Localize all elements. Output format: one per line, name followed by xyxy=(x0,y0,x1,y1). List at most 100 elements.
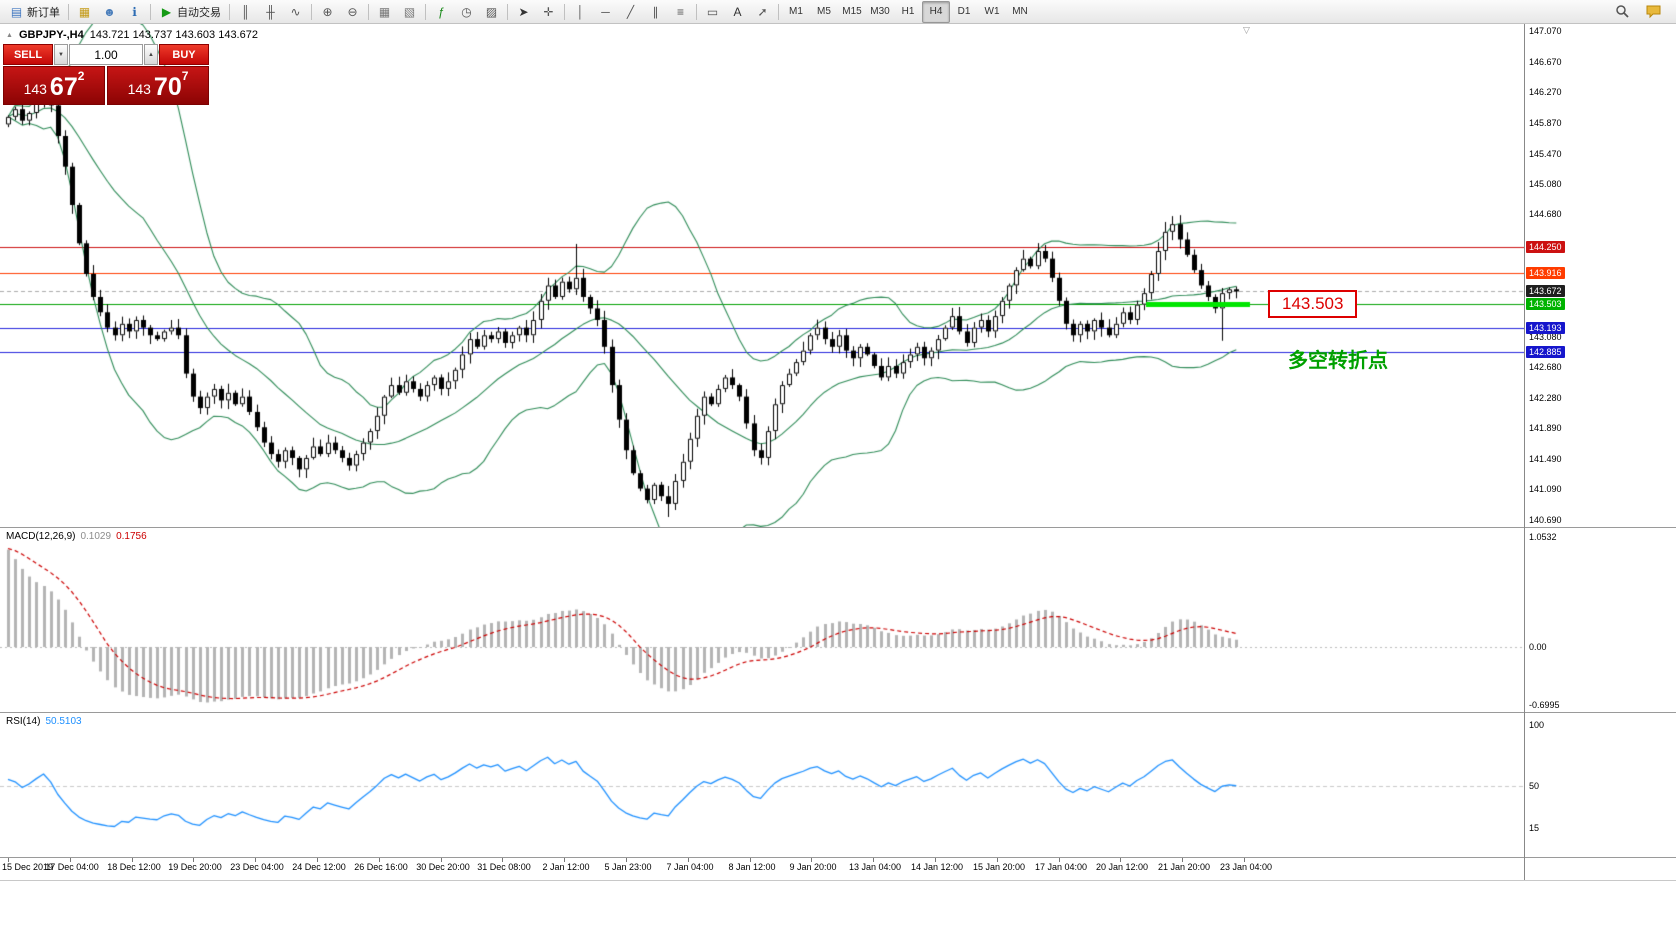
autotrading-button[interactable]: ▶ 自动交易 xyxy=(154,1,226,23)
cursor-icon: ➤ xyxy=(518,4,529,19)
date-label: 19 Dec 20:00 xyxy=(168,862,222,872)
macd-panel-divider[interactable] xyxy=(0,527,1676,528)
tf-d1-label: D1 xyxy=(957,6,971,17)
tf-h1-button[interactable]: H1 xyxy=(894,1,922,23)
price-label: 147.070 xyxy=(1529,26,1562,36)
tf-m30-button[interactable]: M30 xyxy=(866,1,894,23)
date-label: 23 Dec 04:00 xyxy=(230,862,284,872)
arrow-tools-button[interactable]: ➚ xyxy=(750,1,775,23)
fibonacci-button[interactable]: ≡ xyxy=(668,1,693,23)
buy-price-box[interactable]: 143 70 7 xyxy=(107,66,209,105)
cascade-windows-icon: ▧ xyxy=(403,4,416,19)
price-label: 143.080 xyxy=(1529,332,1562,342)
trade-buttons-row: SELL ▼ 1.00 ▲ BUY xyxy=(3,44,209,65)
macd-panel-canvas[interactable] xyxy=(0,527,1524,712)
tf-h4-button[interactable]: H4 xyxy=(922,0,950,23)
zoom-out-button[interactable]: ⊖ xyxy=(340,1,365,23)
price-label: 144.680 xyxy=(1529,209,1562,219)
macd-scale-label: 0.00 xyxy=(1529,642,1547,652)
date-tick xyxy=(811,858,812,862)
toolbar-right xyxy=(1610,1,1672,23)
price-chart-canvas[interactable] xyxy=(0,24,1524,527)
price-level-callout[interactable]: 143.503 xyxy=(1268,290,1358,318)
candlestick-chart-button[interactable]: ╫ xyxy=(258,1,283,23)
tile-windows-button[interactable]: ▦ xyxy=(372,1,397,23)
date-tick xyxy=(1182,858,1183,862)
date-label: 20 Jan 12:00 xyxy=(1095,862,1149,872)
chat-icon xyxy=(1646,5,1661,19)
new-chart-button[interactable]: ▦ xyxy=(72,1,97,23)
rsi-panel-divider[interactable] xyxy=(0,712,1676,713)
buy-button[interactable]: BUY xyxy=(159,44,209,65)
trendline-button[interactable]: ╱ xyxy=(618,1,643,23)
community-button[interactable] xyxy=(1641,1,1666,23)
templates-button[interactable]: ▨ xyxy=(479,1,504,23)
sell-price-pips: 67 xyxy=(49,73,78,101)
profiles-icon: ☻ xyxy=(103,4,116,19)
data-window-icon: ℹ xyxy=(132,4,137,19)
zoom-in-button[interactable]: ⊕ xyxy=(315,1,340,23)
date-label: 18 Dec 12:00 xyxy=(107,862,161,872)
sell-price-box[interactable]: 143 67 2 xyxy=(3,66,105,105)
tf-m1-label: M1 xyxy=(789,6,803,17)
chart-shift-marker[interactable]: ▽ xyxy=(1243,25,1250,35)
turning-point-note[interactable]: 多空转折点 xyxy=(1288,350,1388,372)
cursor-button[interactable]: ➤ xyxy=(511,1,536,23)
tf-mn-button[interactable]: MN xyxy=(1006,1,1034,23)
price-label: 140.690 xyxy=(1529,515,1562,525)
horizontal-line-button[interactable]: ─ xyxy=(593,1,618,23)
toolbar-separator xyxy=(368,3,369,20)
rsi-label: RSI(14) 50.5103 xyxy=(6,716,82,727)
date-label: 9 Jan 20:00 xyxy=(789,862,837,872)
shapes-button[interactable]: ▭ xyxy=(700,1,725,23)
channel-button[interactable]: ∥ xyxy=(643,1,668,23)
date-tick xyxy=(935,858,936,862)
sell-button[interactable]: SELL xyxy=(3,44,53,65)
new-order-button[interactable]: ▤ 新订单 xyxy=(4,1,65,23)
data-window-button[interactable]: ℹ xyxy=(122,1,147,23)
macd-main-value: 0.1029 xyxy=(80,531,112,542)
profiles-button[interactable]: ☻ xyxy=(97,1,122,23)
date-tick xyxy=(8,858,9,862)
tf-w1-button[interactable]: W1 xyxy=(978,1,1006,23)
text-label-button[interactable]: A xyxy=(725,1,750,23)
toolbar-separator xyxy=(507,3,508,20)
window-bottom-border xyxy=(0,880,1676,881)
date-label: 5 Jan 23:00 xyxy=(604,862,652,872)
macd-scale-label: 1.0532 xyxy=(1529,532,1557,542)
volume-decrease-button[interactable]: ▼ xyxy=(54,44,68,65)
rsi-name: RSI(14) xyxy=(6,716,41,727)
tf-m1-button[interactable]: M1 xyxy=(782,1,810,23)
rsi-scale-label: 50 xyxy=(1529,781,1540,791)
vertical-line-button[interactable]: │ xyxy=(568,1,593,23)
chart-symbol-period: GBPJPY-,H4 xyxy=(18,29,84,41)
periods-button[interactable]: ◷ xyxy=(454,1,479,23)
bar-chart-button[interactable]: ║ xyxy=(233,1,258,23)
channel-icon: ∥ xyxy=(652,4,659,19)
price-label: 142.280 xyxy=(1529,393,1562,403)
crosshair-icon: ✛ xyxy=(543,4,554,19)
buy-price-pips: 70 xyxy=(153,73,182,101)
text-label-icon: A xyxy=(733,4,742,19)
volume-input[interactable]: 1.00 xyxy=(69,44,143,65)
chart-ohlc-values: 143.721 143.737 143.603 143.672 xyxy=(89,29,258,41)
price-label: 145.080 xyxy=(1529,179,1562,189)
date-label: 8 Jan 12:00 xyxy=(728,862,776,872)
tf-m15-button[interactable]: M15 xyxy=(838,1,866,23)
macd-label: MACD(12,26,9) 0.1029 0.1756 xyxy=(6,531,147,542)
price-badge: 143.916 xyxy=(1526,267,1565,279)
price-label: 146.670 xyxy=(1529,57,1562,67)
search-button[interactable] xyxy=(1610,1,1635,23)
toolbar-items: ▤ 新订单 ▦ ☻ ℹ ▶ 自动交易 ║ ╫ ∿ ⊕ ⊖ ▦ ▧ ƒ ◷ ▨ ➤ ✛ │ ─ ╱ ∥ ≡ ▭ A ➚ M1 M5 M15 M… xyxy=(4,0,1034,23)
crosshair-button[interactable]: ✛ xyxy=(536,1,561,23)
indicators-button[interactable]: ƒ xyxy=(429,1,454,23)
volume-increase-button[interactable]: ▲ xyxy=(144,44,158,65)
one-click-collapse-icon[interactable]: ▲ xyxy=(6,31,13,39)
line-chart-button[interactable]: ∿ xyxy=(283,1,308,23)
rsi-panel-canvas[interactable] xyxy=(0,712,1524,857)
chart-window: ▲ GBPJPY-,H4 143.721 143.737 143.603 143… xyxy=(0,24,1676,947)
indicators-icon: ƒ xyxy=(438,4,445,19)
tf-d1-button[interactable]: D1 xyxy=(950,1,978,23)
cascade-windows-button[interactable]: ▧ xyxy=(397,1,422,23)
tf-m5-button[interactable]: M5 xyxy=(810,1,838,23)
